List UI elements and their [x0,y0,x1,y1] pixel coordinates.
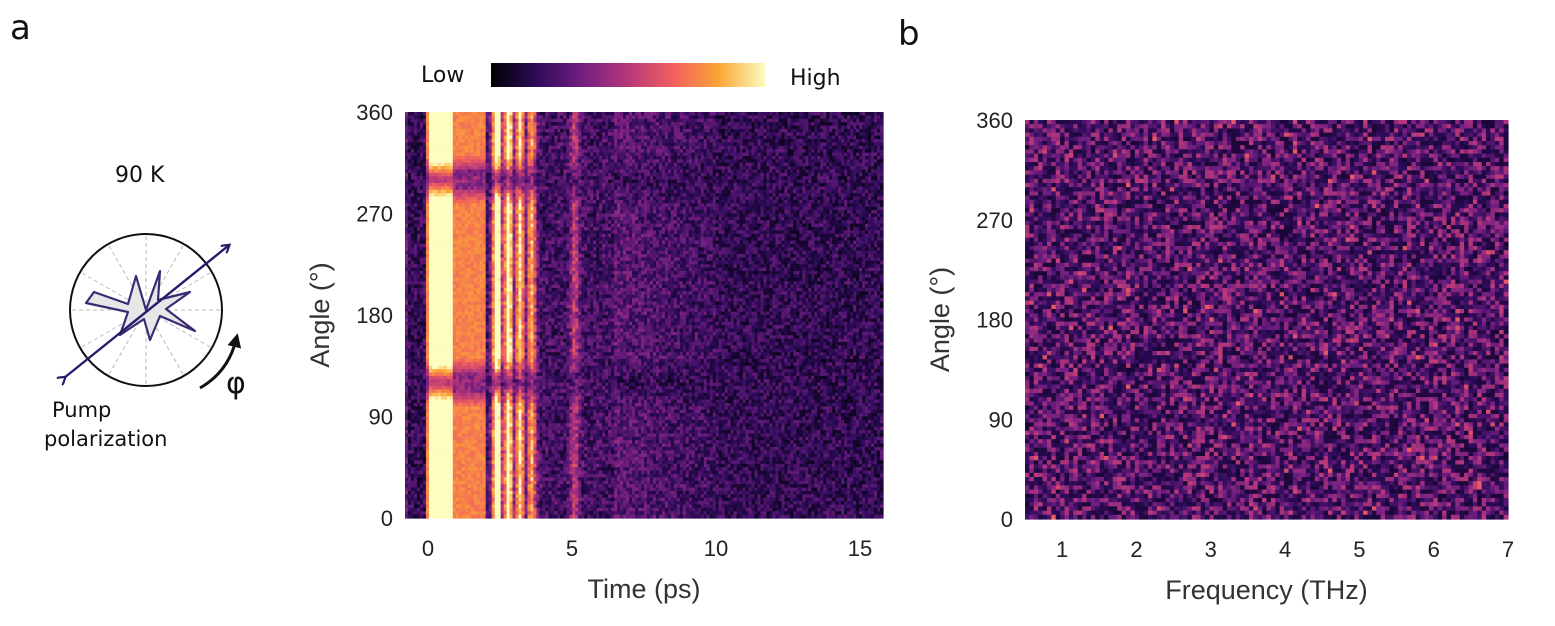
chart-a-x-tick-label: 15 [848,536,872,561]
chart-time-domain: 0 5 10 15 0 90 180 270 360 Time (ps) Angle (°) [305,100,884,604]
chart-a-y-tick-label: 180 [356,303,393,328]
chart-a-x-tick-label: 10 [704,536,728,561]
chart-a-y-axis-label: Angle (°) [305,262,335,367]
chart-a-x-tick-label: 0 [422,536,434,561]
colorbar [491,63,765,87]
chart-a-y-tick-label: 90 [369,405,393,430]
chart-a-y-tick-label: 0 [381,506,393,531]
chart-a-y-tick-label: 360 [356,100,393,125]
chart-a-x-axis-label: Time (ps) [588,574,701,604]
polar-inset [64,234,236,388]
chart-a-x-tick-label: 5 [566,536,578,561]
chart-a-heatmap [405,112,884,519]
chart-a-y-tick-label: 270 [356,202,393,227]
